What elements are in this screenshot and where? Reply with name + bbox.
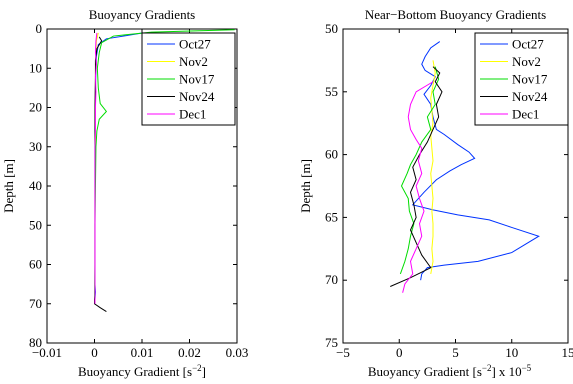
x-tick-label: 15 (562, 345, 573, 360)
y-tick-label: 10 (29, 60, 42, 75)
x-tick-label: 5 (452, 345, 459, 360)
x-tick-label: 0.02 (178, 345, 201, 360)
y-tick-label: 70 (29, 296, 42, 311)
chart-2: −5 0 5 10 15 50 55 60 65 70 75 Near−Bottom Buoyancy… (298, 7, 573, 379)
chart-title: Buoyancy Gradients (89, 7, 196, 22)
chart-1: −0.01 0 0.01 0.02 0.03 0 10 20 30 40 50 60 70 80 Buoya… (1, 7, 248, 379)
series-line-nov2 (430, 60, 436, 275)
chart-title: Near−Bottom Buoyancy Gradients (365, 7, 546, 22)
legend-label: Dec1 (179, 107, 206, 122)
y-tick-label: 50 (29, 217, 42, 232)
legend-label: Nov17 (179, 72, 215, 87)
series-line-oct27 (411, 41, 540, 281)
x-tick-label: 0.03 (226, 345, 249, 360)
x-axis-label: Buoyancy Gradient [s−2] x 10−5 (368, 363, 532, 379)
y-tick-label: 55 (325, 84, 338, 99)
legend-label: Nov24 (179, 89, 215, 104)
legend: Oct27 Nov2 Nov17 Nov24 Dec1 (141, 32, 236, 126)
y-tick-label: 60 (29, 257, 42, 272)
series-line-nov17 (399, 66, 440, 275)
legend-label: Nov2 (512, 54, 541, 69)
legend: Oct27 Nov2 Nov17 Nov24 Dec1 (474, 32, 569, 126)
x-tick-label: −5 (336, 345, 350, 360)
legend-label: Nov2 (179, 54, 208, 69)
legend-box (474, 32, 569, 126)
series-line-dec1 (94, 32, 98, 304)
y-tick-label: 70 (325, 272, 338, 287)
series-line-nov24 (390, 66, 443, 287)
x-tick-label: 0.01 (131, 345, 154, 360)
y-axis-label: Depth [m] (1, 159, 16, 213)
y-tick-label: 75 (325, 335, 338, 350)
legend-label: Nov17 (512, 72, 548, 87)
x-tick-label: 0 (91, 345, 98, 360)
x-tick-label: 0 (396, 345, 403, 360)
y-tick-label: 65 (325, 209, 338, 224)
legend-label: Oct27 (512, 37, 544, 52)
y-tick-label: 0 (36, 21, 43, 36)
y-tick-label: 80 (29, 335, 42, 350)
legend-label: Dec1 (512, 107, 539, 122)
y-tick-label: 20 (29, 100, 42, 115)
legend-label: Oct27 (179, 37, 211, 52)
x-tick-label: 10 (505, 345, 518, 360)
y-tick-label: 50 (325, 21, 338, 36)
y-tick-label: 60 (325, 147, 338, 162)
x-axis-label: Buoyancy Gradient [s−2] (78, 363, 206, 379)
x-tick-label: −0.01 (32, 345, 62, 360)
series-line-dec1 (402, 81, 434, 293)
legend-label: Nov24 (512, 89, 548, 104)
y-tick-label: 30 (29, 139, 42, 154)
y-axis-label: Depth [m] (298, 159, 313, 213)
y-tick-label: 40 (29, 178, 42, 193)
